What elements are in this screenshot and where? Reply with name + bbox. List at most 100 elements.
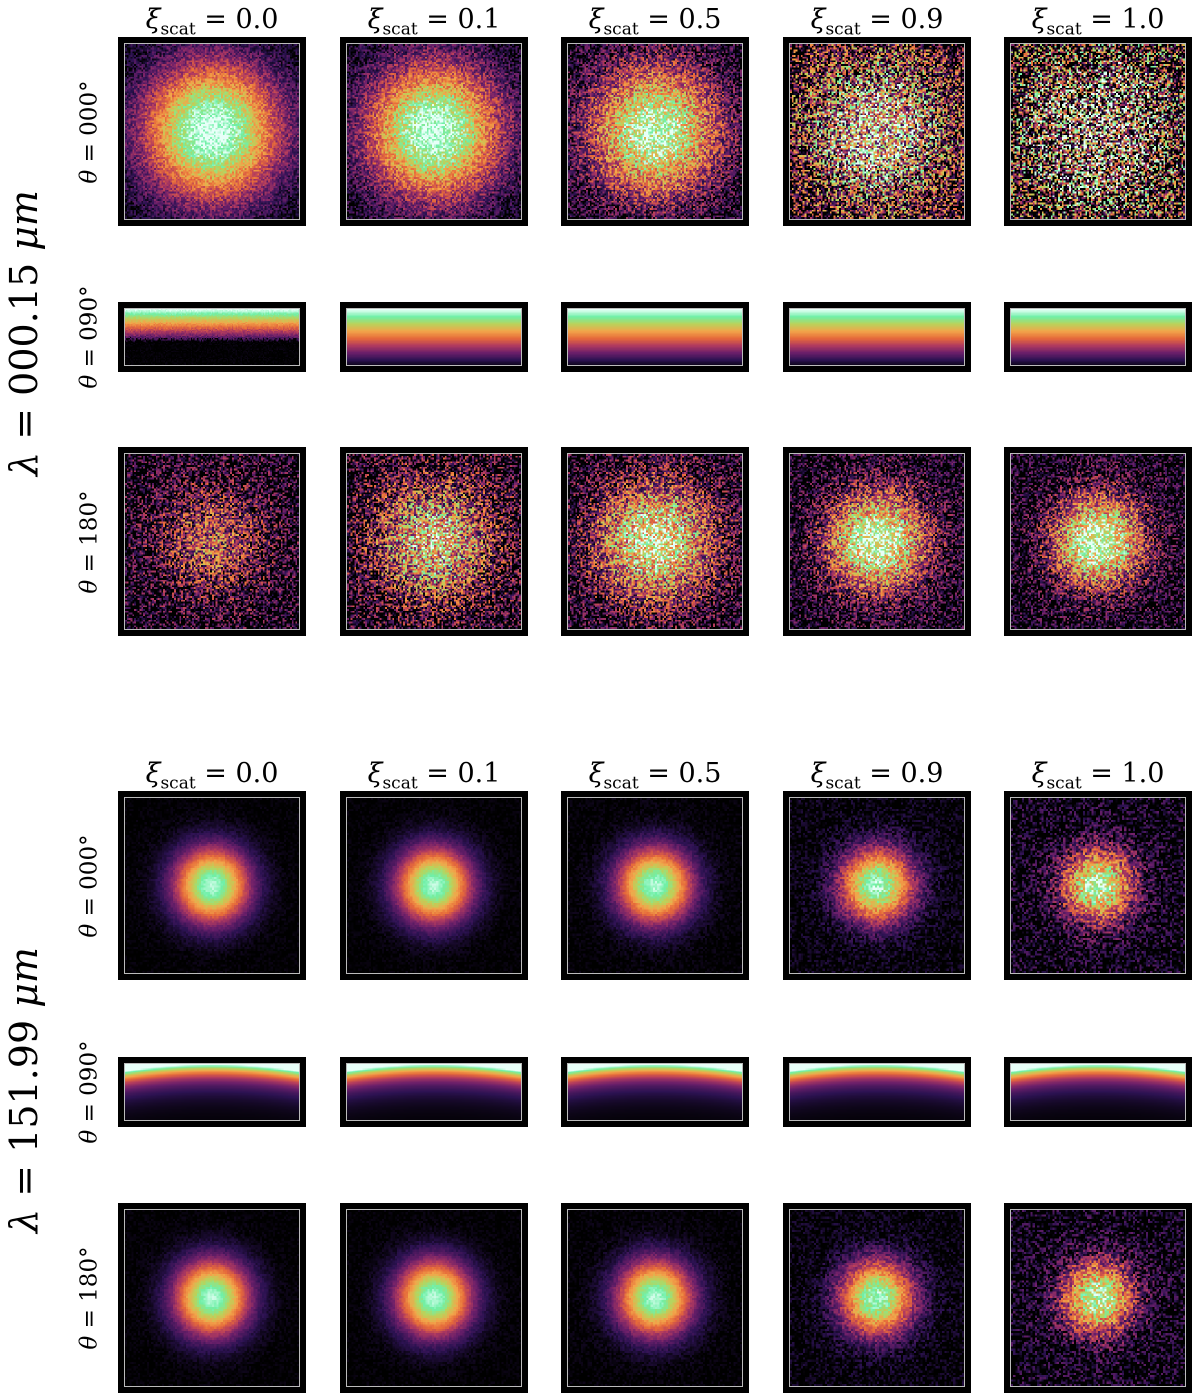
- column-label: ξscat = 0.0: [146, 760, 279, 792]
- image-panel: [561, 37, 749, 226]
- theta-value: = 000°: [76, 79, 103, 170]
- image-panel: [783, 1057, 971, 1127]
- xi-subscript: scat: [603, 773, 639, 794]
- image-panel: [561, 1203, 749, 1393]
- xi-value: = 1.0: [1081, 4, 1165, 35]
- panel-frame: [1010, 797, 1186, 974]
- panel-image: [347, 309, 521, 365]
- panel-image: [790, 1064, 964, 1120]
- image-panel: [783, 791, 971, 980]
- xi-value: = 0.5: [638, 4, 722, 35]
- xi-value: = 0.9: [860, 4, 944, 35]
- xi-symbol: ξ: [367, 758, 383, 789]
- panel-frame: [789, 797, 965, 974]
- image-panel: [561, 791, 749, 980]
- panel-frame: [124, 1209, 300, 1387]
- column-label: ξscat = 0.9: [811, 760, 944, 792]
- panel-image: [125, 309, 299, 365]
- image-panel: [118, 1203, 306, 1393]
- panel-frame: [346, 43, 522, 220]
- panel-frame: [567, 1063, 743, 1121]
- theta-value: = 000°: [76, 833, 103, 924]
- panel-image: [347, 44, 521, 219]
- image-panel: [340, 1203, 528, 1393]
- wavelength-unit: μm: [2, 947, 46, 1008]
- panel-image: [347, 798, 521, 973]
- panel-frame: [789, 43, 965, 220]
- panel-image: [1011, 309, 1185, 365]
- panel-image: [1011, 798, 1185, 973]
- panel-image: [790, 454, 964, 629]
- panel-frame: [567, 453, 743, 630]
- image-panel: [783, 302, 971, 372]
- panel-image: [568, 44, 742, 219]
- column-label: ξscat = 0.1: [368, 760, 501, 792]
- column-label: ξscat = 0.0: [146, 6, 279, 38]
- row-label: θ = 180°: [76, 489, 103, 594]
- image-panel: [783, 1203, 971, 1393]
- row-label: θ = 090°: [76, 285, 103, 389]
- panel-image: [568, 798, 742, 973]
- panel-image: [1011, 44, 1185, 219]
- xi-symbol: ξ: [145, 4, 161, 35]
- theta-symbol: θ: [76, 169, 103, 184]
- column-label: ξscat = 0.1: [368, 6, 501, 38]
- wavelength-label: λ = 151.99 μm: [2, 947, 46, 1233]
- column-label: ξscat = 0.5: [589, 760, 722, 792]
- wavelength-value: = 000.15: [2, 250, 46, 452]
- xi-symbol: ξ: [1031, 758, 1047, 789]
- panel-image: [125, 44, 299, 219]
- row-label: θ = 090°: [76, 1040, 103, 1143]
- panel-image: [347, 454, 521, 629]
- xi-subscript: scat: [382, 19, 418, 40]
- panel-image: [347, 1210, 521, 1386]
- xi-value: = 0.1: [417, 758, 501, 789]
- panel-image: [790, 1210, 964, 1386]
- xi-value: = 1.0: [1081, 758, 1165, 789]
- column-label: ξscat = 1.0: [1032, 6, 1165, 38]
- panel-frame: [1010, 308, 1186, 366]
- xi-subscript: scat: [825, 773, 861, 794]
- xi-subscript: scat: [1046, 19, 1082, 40]
- image-panel: [1004, 1057, 1192, 1127]
- image-panel: [561, 447, 749, 636]
- xi-subscript: scat: [160, 773, 196, 794]
- xi-symbol: ξ: [367, 4, 383, 35]
- panel-image: [568, 309, 742, 365]
- panel-image: [125, 798, 299, 973]
- panel-image: [790, 798, 964, 973]
- theta-value: = 180°: [76, 1246, 103, 1336]
- wavelength-label: λ = 000.15 μm: [2, 190, 46, 476]
- panel-frame: [124, 797, 300, 974]
- theta-value: = 180°: [76, 489, 103, 580]
- panel-image: [1011, 1064, 1185, 1120]
- wavelength-unit: μm: [2, 190, 46, 251]
- panel-image: [790, 44, 964, 219]
- theta-symbol: θ: [76, 1335, 103, 1350]
- xi-value: = 0.0: [195, 758, 279, 789]
- panel-image: [568, 1064, 742, 1120]
- lambda-symbol: λ: [2, 451, 46, 476]
- image-panel: [340, 791, 528, 980]
- panel-frame: [567, 308, 743, 366]
- panel-frame: [1010, 43, 1186, 220]
- panel-frame: [789, 453, 965, 630]
- image-panel: [118, 302, 306, 372]
- panel-image: [568, 454, 742, 629]
- theta-symbol: θ: [76, 579, 103, 594]
- image-panel: [561, 302, 749, 372]
- panel-frame: [789, 1209, 965, 1387]
- image-panel: [340, 302, 528, 372]
- theta-symbol: θ: [76, 923, 103, 938]
- panel-frame: [1010, 453, 1186, 630]
- xi-symbol: ξ: [588, 4, 604, 35]
- theta-symbol: θ: [76, 374, 103, 389]
- panel-frame: [789, 1063, 965, 1121]
- xi-subscript: scat: [603, 19, 639, 40]
- column-label: ξscat = 0.9: [811, 6, 944, 38]
- image-panel: [340, 447, 528, 636]
- xi-subscript: scat: [382, 773, 418, 794]
- image-panel: [1004, 1203, 1192, 1393]
- theta-value: = 090°: [76, 1040, 103, 1130]
- xi-value: = 0.0: [195, 4, 279, 35]
